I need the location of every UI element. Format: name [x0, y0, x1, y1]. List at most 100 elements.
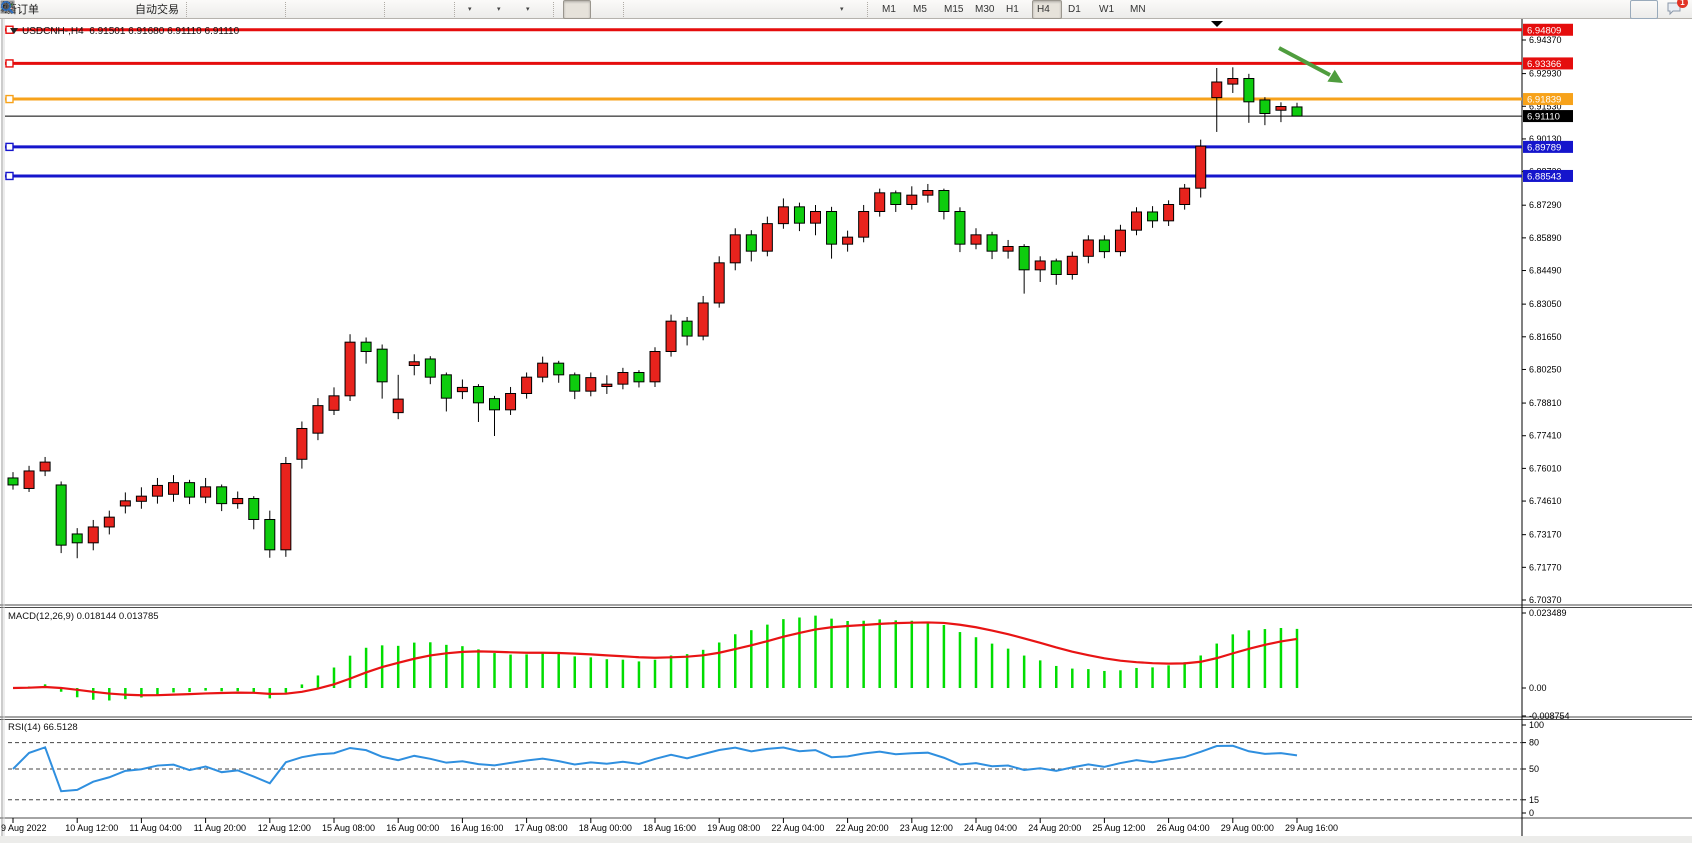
profile-button[interactable] [0, 0, 101, 19]
time-label: 11 Aug 20:00 [194, 823, 246, 833]
price-tick: 6.73170 [1529, 530, 1562, 540]
channel-tool-button[interactable]: E [0, 0, 748, 19]
tf-d1-button[interactable]: D1 [1068, 3, 1081, 15]
tf-w1-button[interactable]: W1 [1099, 3, 1114, 15]
candle-body [633, 371, 645, 383]
price-tick: 6.94370 [1529, 35, 1562, 45]
indicators-button[interactable]: ▾ [0, 0, 550, 19]
svg-text:E: E [12, 9, 16, 14]
price-label-box [1523, 110, 1573, 123]
candle-body [601, 383, 613, 387]
candle-body [1259, 99, 1271, 114]
time-label: 23 Aug 12:00 [900, 823, 953, 833]
symbol-caret-icon [10, 28, 18, 35]
candle-body [424, 358, 436, 378]
new-chart-button[interactable]: ▾ [0, 0, 492, 19]
candle-body [777, 206, 789, 225]
toolbar-separator [285, 1, 292, 17]
tf-m30-button[interactable]: M30 [975, 3, 995, 15]
chart-shift-button[interactable] [0, 0, 451, 19]
notification-badge: 1 [1677, 0, 1688, 8]
profiles-button[interactable]: ▾ [0, 0, 521, 19]
time-label: 29 Aug 16:00 [1285, 823, 1338, 833]
candle-body [39, 461, 51, 472]
auto-scroll-button[interactable] [0, 0, 422, 19]
horizontal-line-tool-button[interactable] [1, 0, 690, 19]
chart-shift-marker [1211, 21, 1223, 27]
candle-body [472, 385, 484, 404]
candle-chart-mode-button[interactable] [1, 0, 253, 19]
price-tick: 6.91530 [1529, 101, 1562, 111]
vertical-line-tool-button[interactable] [5, 0, 661, 19]
bar-chart-mode-button[interactable] [0, 0, 224, 19]
arrows-tool-button[interactable]: ▾ [1, 0, 864, 19]
candle-body [200, 486, 212, 498]
time-label: 16 Aug 00:00 [386, 823, 439, 833]
notifications-button[interactable]: 1 [1662, 0, 1690, 19]
price-tick: 6.90130 [1529, 134, 1562, 144]
svg-text:6.94809: 6.94809 [1527, 25, 1561, 36]
candle-body [1098, 239, 1110, 253]
candle-body [1050, 260, 1062, 275]
candle-body [168, 482, 179, 495]
tile-windows-button[interactable] [0, 0, 381, 19]
candle-body [1034, 260, 1046, 271]
trendline-tool-button[interactable] [1, 0, 719, 19]
candle-body [489, 398, 500, 411]
styler-button[interactable] [0, 0, 72, 19]
candle-body [793, 206, 805, 224]
candle-body [1291, 106, 1303, 117]
time-label: 12 Aug 12:00 [258, 823, 311, 833]
tf-h4-button[interactable]: H4 [1032, 0, 1062, 19]
candle-body [296, 427, 308, 460]
tf-h1-button[interactable]: H1 [1006, 3, 1019, 15]
dropdown-caret-icon: ▾ [526, 6, 530, 13]
signal-button[interactable] [1, 0, 130, 19]
macd-label: MACD(12,26,9) 0.018144 0.013785 [8, 611, 159, 622]
candle-body [1114, 229, 1126, 253]
candle-body [7, 477, 19, 486]
tf-m1-button[interactable]: M1 [882, 3, 896, 15]
candle-body [248, 497, 260, 520]
price-tick: 6.70370 [1529, 595, 1562, 605]
time-label: 26 Aug 04:00 [1157, 823, 1210, 833]
candle-body [264, 518, 276, 551]
tf-m15-button[interactable]: M15 [944, 3, 964, 15]
crosshair-tool-button[interactable] [1, 0, 620, 19]
candle-body [1211, 81, 1223, 99]
zoom-in-button[interactable] [1, 0, 323, 19]
price-tick: 6.80250 [1529, 364, 1562, 374]
dropdown-caret-icon: ▾ [497, 6, 501, 13]
candle-body [842, 236, 854, 245]
candle-body [745, 234, 757, 252]
text-tool-button[interactable]: A [3, 0, 806, 19]
candle-body [280, 462, 292, 551]
candle-body [1147, 211, 1159, 222]
candle-body [810, 210, 821, 224]
candle-body [440, 374, 452, 399]
tf-mn-button[interactable]: MN [1130, 3, 1146, 15]
svg-text:50: 50 [1529, 764, 1539, 774]
time-label: 22 Aug 04:00 [771, 823, 824, 833]
toolbar-separator [623, 1, 630, 17]
svg-text:F: F [12, 9, 16, 14]
candle-body [1195, 145, 1207, 189]
candle-body [328, 395, 340, 411]
price-label-box [1523, 23, 1573, 36]
tf-m5-button[interactable]: M5 [913, 3, 927, 15]
autotrade-button[interactable]: 自动交易 [0, 0, 183, 19]
toolbar-separator [186, 1, 193, 17]
line-chart-mode-button[interactable] [0, 0, 282, 19]
search-button[interactable] [1, 0, 1658, 19]
candle-body [681, 320, 693, 337]
cursor-tool-button[interactable] [3, 0, 591, 19]
hline-anchor [5, 94, 14, 104]
price-tick: 6.77410 [1529, 431, 1562, 441]
text-label-tool-button[interactable]: T [0, 0, 835, 19]
fibonacci-tool-button[interactable]: F [1, 0, 777, 19]
timeframe-group: M1 M5 M15 M30 H1 H4 D1 W1 MN [877, 0, 1155, 19]
price-label-box [1523, 140, 1573, 153]
zoom-out-button[interactable] [1, 0, 352, 19]
